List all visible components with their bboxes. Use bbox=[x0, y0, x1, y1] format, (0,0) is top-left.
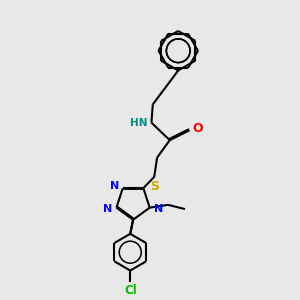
Text: O: O bbox=[192, 122, 203, 135]
Text: N: N bbox=[110, 181, 119, 191]
Text: HN: HN bbox=[130, 118, 147, 128]
Text: N: N bbox=[103, 204, 112, 214]
Text: Cl: Cl bbox=[124, 284, 136, 297]
Text: N: N bbox=[154, 204, 163, 214]
Text: S: S bbox=[151, 180, 160, 193]
